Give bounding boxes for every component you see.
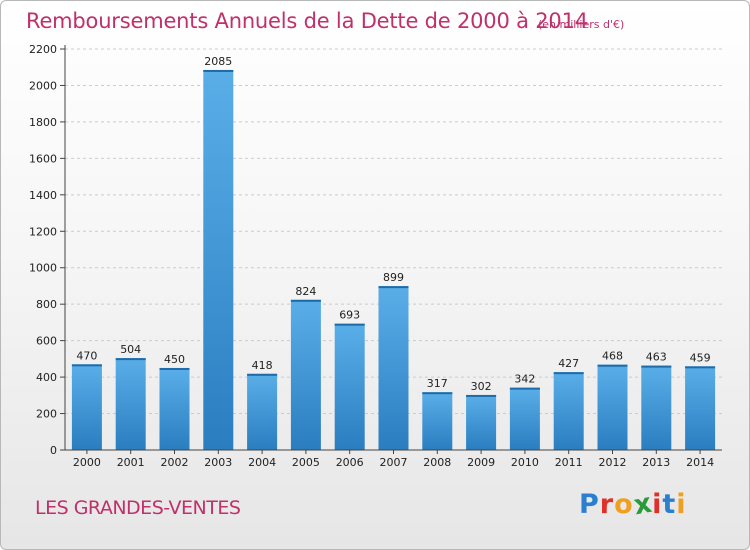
logo-letter: r <box>599 489 615 520</box>
y-tick-label: 1000 <box>29 262 57 275</box>
data-label: 824 <box>295 285 316 298</box>
x-tick-label: 2002 <box>161 456 189 469</box>
bar-top-edge <box>334 323 365 326</box>
bar <box>509 387 540 450</box>
bar-top-edge <box>247 373 278 376</box>
data-label: 504 <box>120 343 141 356</box>
data-label: 427 <box>558 357 579 370</box>
bar <box>597 364 628 450</box>
y-tick-label: 400 <box>36 371 57 384</box>
x-tick-label: 2007 <box>380 456 408 469</box>
data-label: 693 <box>339 309 360 322</box>
y-tick-label: 0 <box>50 444 57 457</box>
y-tick-label: 1400 <box>29 189 57 202</box>
commune-name: LES GRANDES-VENTES <box>35 497 241 519</box>
bar-top-edge <box>641 365 672 368</box>
bar <box>334 323 365 450</box>
x-tick-label: 2004 <box>248 456 276 469</box>
x-tick-label: 2011 <box>555 456 583 469</box>
y-tick-label: 600 <box>36 335 57 348</box>
logo-letter: i <box>652 489 663 520</box>
bar-top-edge <box>378 286 409 289</box>
bar-top-edge <box>685 366 716 369</box>
y-tick-label: 1800 <box>29 116 57 129</box>
x-tick-label: 2006 <box>336 456 364 469</box>
y-tick-label: 1600 <box>29 152 57 165</box>
bar-top-edge <box>115 358 146 361</box>
x-tick-label: 2005 <box>292 456 320 469</box>
y-tick-label: 2000 <box>29 79 57 92</box>
x-tick-label: 2000 <box>73 456 101 469</box>
bar <box>203 69 234 450</box>
y-tick-label: 1200 <box>29 225 57 238</box>
bar <box>641 365 672 450</box>
x-tick-label: 2010 <box>511 456 539 469</box>
x-tick-label: 2001 <box>117 456 145 469</box>
bar-top-edge <box>553 372 584 375</box>
data-label: 418 <box>252 359 273 372</box>
x-tick-label: 2003 <box>204 456 232 469</box>
chart-unit: (en milliers d'€) <box>538 18 625 31</box>
bar-top-edge <box>159 367 190 370</box>
bar-top-edge <box>290 299 321 302</box>
bar <box>159 367 190 450</box>
data-label: 468 <box>602 350 623 363</box>
bar <box>290 299 321 450</box>
data-label: 463 <box>646 351 667 364</box>
data-label: 302 <box>471 380 492 393</box>
y-tick-label: 200 <box>36 408 57 421</box>
proxiti-logo: Proxiti <box>579 488 687 522</box>
bar <box>553 372 584 450</box>
data-label: 317 <box>427 377 448 390</box>
bar <box>115 358 146 450</box>
data-label: 2085 <box>204 55 232 68</box>
y-tick-label: 2200 <box>29 43 57 56</box>
data-label: 470 <box>76 349 97 362</box>
bar-top-edge <box>597 364 628 367</box>
data-label: 342 <box>514 373 535 386</box>
bar <box>247 373 278 450</box>
bar <box>422 392 453 450</box>
logo-letter: i <box>676 489 687 520</box>
bar <box>71 364 102 450</box>
y-tick-label: 800 <box>36 298 57 311</box>
bar <box>466 394 497 450</box>
bar-top-edge <box>422 392 453 395</box>
x-tick-label: 2013 <box>642 456 670 469</box>
x-tick-label: 2012 <box>599 456 627 469</box>
data-label: 459 <box>690 351 711 364</box>
logo-letter: o <box>614 489 634 520</box>
x-tick-label: 2008 <box>423 456 451 469</box>
bar-top-edge <box>203 69 234 72</box>
data-label: 450 <box>164 353 185 366</box>
bar <box>378 286 409 450</box>
bar-top-edge <box>466 394 497 397</box>
logo-letter: P <box>579 489 600 520</box>
bar <box>685 366 716 450</box>
data-label: 899 <box>383 271 404 284</box>
x-tick-label: 2014 <box>686 456 714 469</box>
x-tick-label: 2009 <box>467 456 495 469</box>
bar-top-edge <box>71 364 102 367</box>
chart-title: Remboursements Annuels de la Dette de 20… <box>26 9 588 33</box>
bar-top-edge <box>509 387 540 390</box>
logo-letter: t <box>662 489 677 520</box>
